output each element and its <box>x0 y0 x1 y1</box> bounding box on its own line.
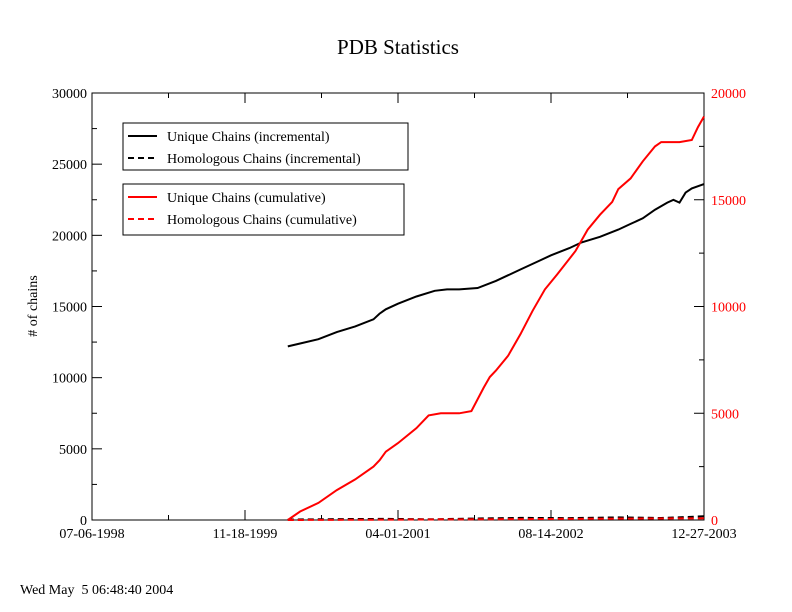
y-tick-label: 5000 <box>59 443 87 458</box>
legend-label-unique-incremental: Unique Chains (incremental) <box>167 130 330 145</box>
y2-tick-label: 0 <box>711 514 718 529</box>
series-line-homologous-chains-cumulative <box>287 517 705 521</box>
timestamp-footer: Wed May 5 06:48:40 2004 <box>20 583 173 598</box>
x-tick-label: 07-06-1998 <box>59 527 124 542</box>
legend-label-homologous-incremental: Homologous Chains (incremental) <box>167 152 361 167</box>
x-tick-label: 04-01-2001 <box>365 527 430 542</box>
y2-tick-label: 15000 <box>711 194 746 209</box>
legend-label-unique-cumulative: Unique Chains (cumulative) <box>167 191 326 206</box>
chart-title: PDB Statistics <box>337 35 459 59</box>
x-tick-label: 08-14-2002 <box>518 527 583 542</box>
y-axis-left: 0 5000 10000 15000 20000 25000 30000 <box>52 87 102 529</box>
legend-incremental: Unique Chains (incremental) Homologous C… <box>122 122 409 171</box>
y-axis-right: 0 5000 10000 15000 20000 <box>694 87 746 529</box>
legend-cumulative: Unique Chains (cumulative) Homologous Ch… <box>122 183 405 236</box>
y2-tick-label: 20000 <box>711 87 746 102</box>
y-tick-label: 20000 <box>52 229 87 244</box>
x-tick-label: 11-18-1999 <box>213 527 278 542</box>
x-tick-label: 12-27-2003 <box>671 527 736 542</box>
y-tick-label: 25000 <box>52 158 87 173</box>
y-tick-label: 15000 <box>52 301 87 316</box>
y-tick-label: 30000 <box>52 87 87 102</box>
y-tick-label: 10000 <box>52 372 87 387</box>
y2-tick-label: 10000 <box>711 301 746 316</box>
y-tick-label: 0 <box>80 514 87 529</box>
y-axis-label: # of chains <box>26 275 41 336</box>
series-line-unique-chains-cumulative <box>287 116 705 521</box>
series-line-unique-chains-incremental <box>287 183 705 348</box>
x-axis: 07-06-1998 11-18-1999 04-01-2001 08-14-2002… <box>59 93 737 542</box>
series-layer <box>287 116 705 521</box>
legend-label-homologous-cumulative: Homologous Chains (cumulative) <box>167 213 357 228</box>
y2-tick-label: 5000 <box>711 407 739 422</box>
